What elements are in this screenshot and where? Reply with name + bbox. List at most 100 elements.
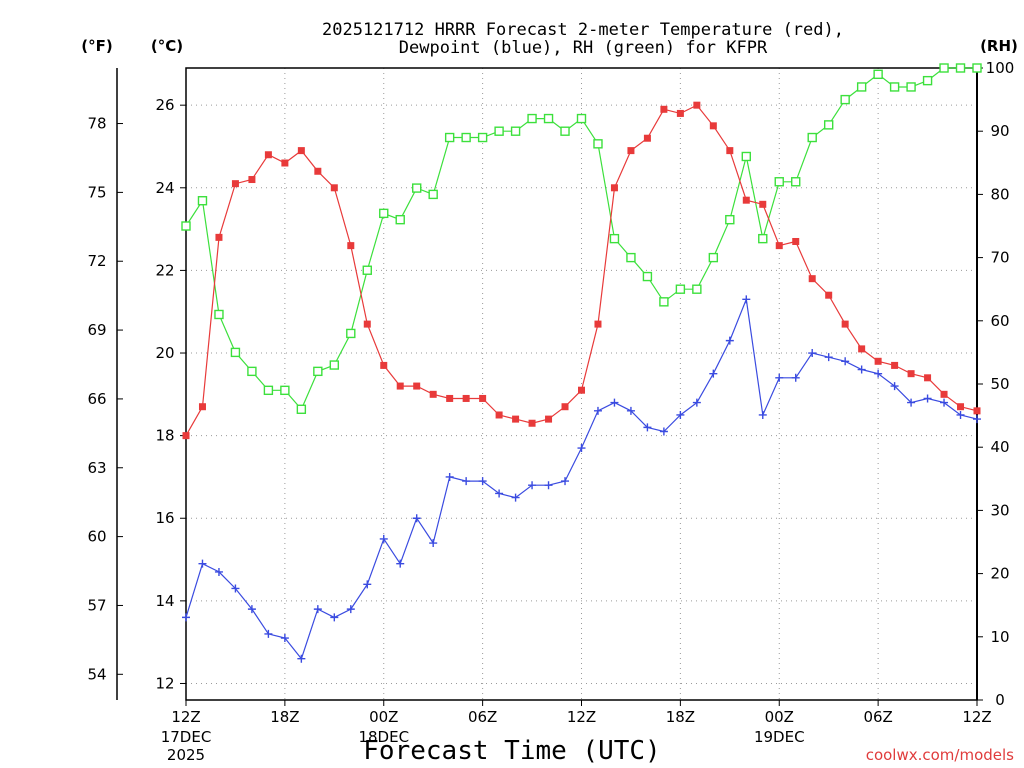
celsius-tick-label: 18 xyxy=(155,427,174,445)
dewpoint-point xyxy=(544,481,553,490)
rh-point xyxy=(247,366,257,377)
temperature-point xyxy=(495,411,503,419)
dewpoint-point xyxy=(758,410,767,419)
dewpoint-point xyxy=(824,353,833,362)
rh-point xyxy=(955,63,966,73)
temperature-point xyxy=(330,184,338,192)
temperature-point xyxy=(363,320,371,328)
credit-text: coolwx.com/models xyxy=(866,746,1014,764)
temperature-point xyxy=(825,291,833,299)
rh-point xyxy=(774,177,784,187)
rh-point xyxy=(346,328,356,339)
dewpoint-point xyxy=(264,629,273,638)
temperature-point xyxy=(808,275,816,283)
rh-point xyxy=(758,233,768,244)
rh-tick-label: 10 xyxy=(990,628,1009,646)
dewpoint-point xyxy=(363,580,372,589)
x-tick-label: 00Z xyxy=(765,708,794,726)
dewpoint-point xyxy=(247,605,256,614)
dewpoint-point xyxy=(890,382,899,391)
dewpoint-point xyxy=(907,398,916,407)
dewpoint-point xyxy=(626,406,635,415)
temperature-point xyxy=(841,320,849,328)
dewpoint-point xyxy=(791,373,800,382)
dewpoint-point xyxy=(379,534,388,543)
rh-point xyxy=(972,63,982,73)
rh-tick-label: 60 xyxy=(990,312,1009,330)
temperature-point xyxy=(512,415,520,423)
dewpoint-point xyxy=(841,357,850,366)
temperature-point xyxy=(545,415,553,423)
rh-tick-label: 90 xyxy=(990,122,1009,140)
temperature-point xyxy=(891,361,899,369)
rh-point xyxy=(461,132,471,143)
dewpoint-point xyxy=(561,477,570,486)
temperature-point xyxy=(759,200,767,208)
rh-point xyxy=(560,126,570,136)
dewpoint-point xyxy=(511,493,520,502)
temperature-point xyxy=(858,345,866,353)
x-tick-label: 18Z xyxy=(666,708,695,726)
rh-point xyxy=(807,132,817,143)
temperature-point xyxy=(479,394,487,402)
dewpoint-point xyxy=(923,394,932,403)
fahrenheit-tick-label: 57 xyxy=(87,596,106,614)
rh-point xyxy=(313,366,323,377)
dewpoint-point xyxy=(742,295,751,304)
temperature-point xyxy=(347,242,355,250)
rh-point xyxy=(362,265,372,275)
dewpoint-point xyxy=(445,472,454,481)
rh-tick-label: 30 xyxy=(990,501,1009,519)
temperature-point xyxy=(462,394,470,402)
dewpoint-point xyxy=(692,398,701,407)
temperature-point xyxy=(314,167,322,175)
temperature-point xyxy=(264,151,272,159)
dewpoint-point xyxy=(182,613,190,622)
rh-point xyxy=(906,82,916,92)
dewpoint-point xyxy=(973,415,981,424)
temperature-point xyxy=(940,390,948,398)
temperature-point xyxy=(924,374,932,382)
rh-tick-label: 80 xyxy=(990,185,1009,203)
dewpoint-point xyxy=(396,559,405,568)
celsius-tick-label: 16 xyxy=(155,509,174,527)
rh-point xyxy=(922,75,933,86)
rh-point xyxy=(230,347,241,358)
rh-point xyxy=(741,151,751,162)
temperature-point xyxy=(281,159,289,167)
temperature-point xyxy=(907,370,915,378)
rh-point xyxy=(494,126,504,136)
series-dewpoint xyxy=(182,295,981,663)
rh-point xyxy=(428,189,438,200)
temperature-point xyxy=(561,403,569,411)
x-tick-label: 18Z xyxy=(270,708,299,726)
dewpoint-point xyxy=(462,477,471,486)
dewpoint-point xyxy=(857,365,866,374)
dewpoint-point xyxy=(775,373,784,382)
rh-tick-label: 0 xyxy=(995,691,1005,709)
temperature-point xyxy=(676,109,684,117)
x-tick-label: 00Z xyxy=(369,708,398,726)
dewpoint-point xyxy=(643,423,652,432)
rh-point xyxy=(791,177,801,187)
rh-axis: 0 10 20 30 40 50 60 70 80 90 100 xyxy=(976,59,1014,709)
temperature-point xyxy=(215,233,223,241)
temperature-point xyxy=(594,320,602,328)
x-tick-label: 06Z xyxy=(468,708,497,726)
fahrenheit-tick-label: 63 xyxy=(87,459,106,477)
temperature-point xyxy=(627,147,635,155)
fahrenheit-tick-label: 75 xyxy=(87,183,106,201)
x-tick-label: 12Z xyxy=(962,708,991,726)
rh-point xyxy=(626,252,636,263)
dewpoint-point xyxy=(346,605,355,614)
temperature-point xyxy=(198,403,206,411)
dewpoint-point xyxy=(593,406,602,415)
celsius-tick-label: 24 xyxy=(155,179,174,197)
unit-rh: (RH) xyxy=(980,37,1018,55)
rh-point xyxy=(296,404,307,414)
dewpoint-point xyxy=(610,398,619,407)
fahrenheit-tick-label: 60 xyxy=(87,528,106,546)
dewpoint-point xyxy=(429,539,438,548)
temperature-point xyxy=(693,101,701,109)
temperature-point xyxy=(248,176,256,184)
